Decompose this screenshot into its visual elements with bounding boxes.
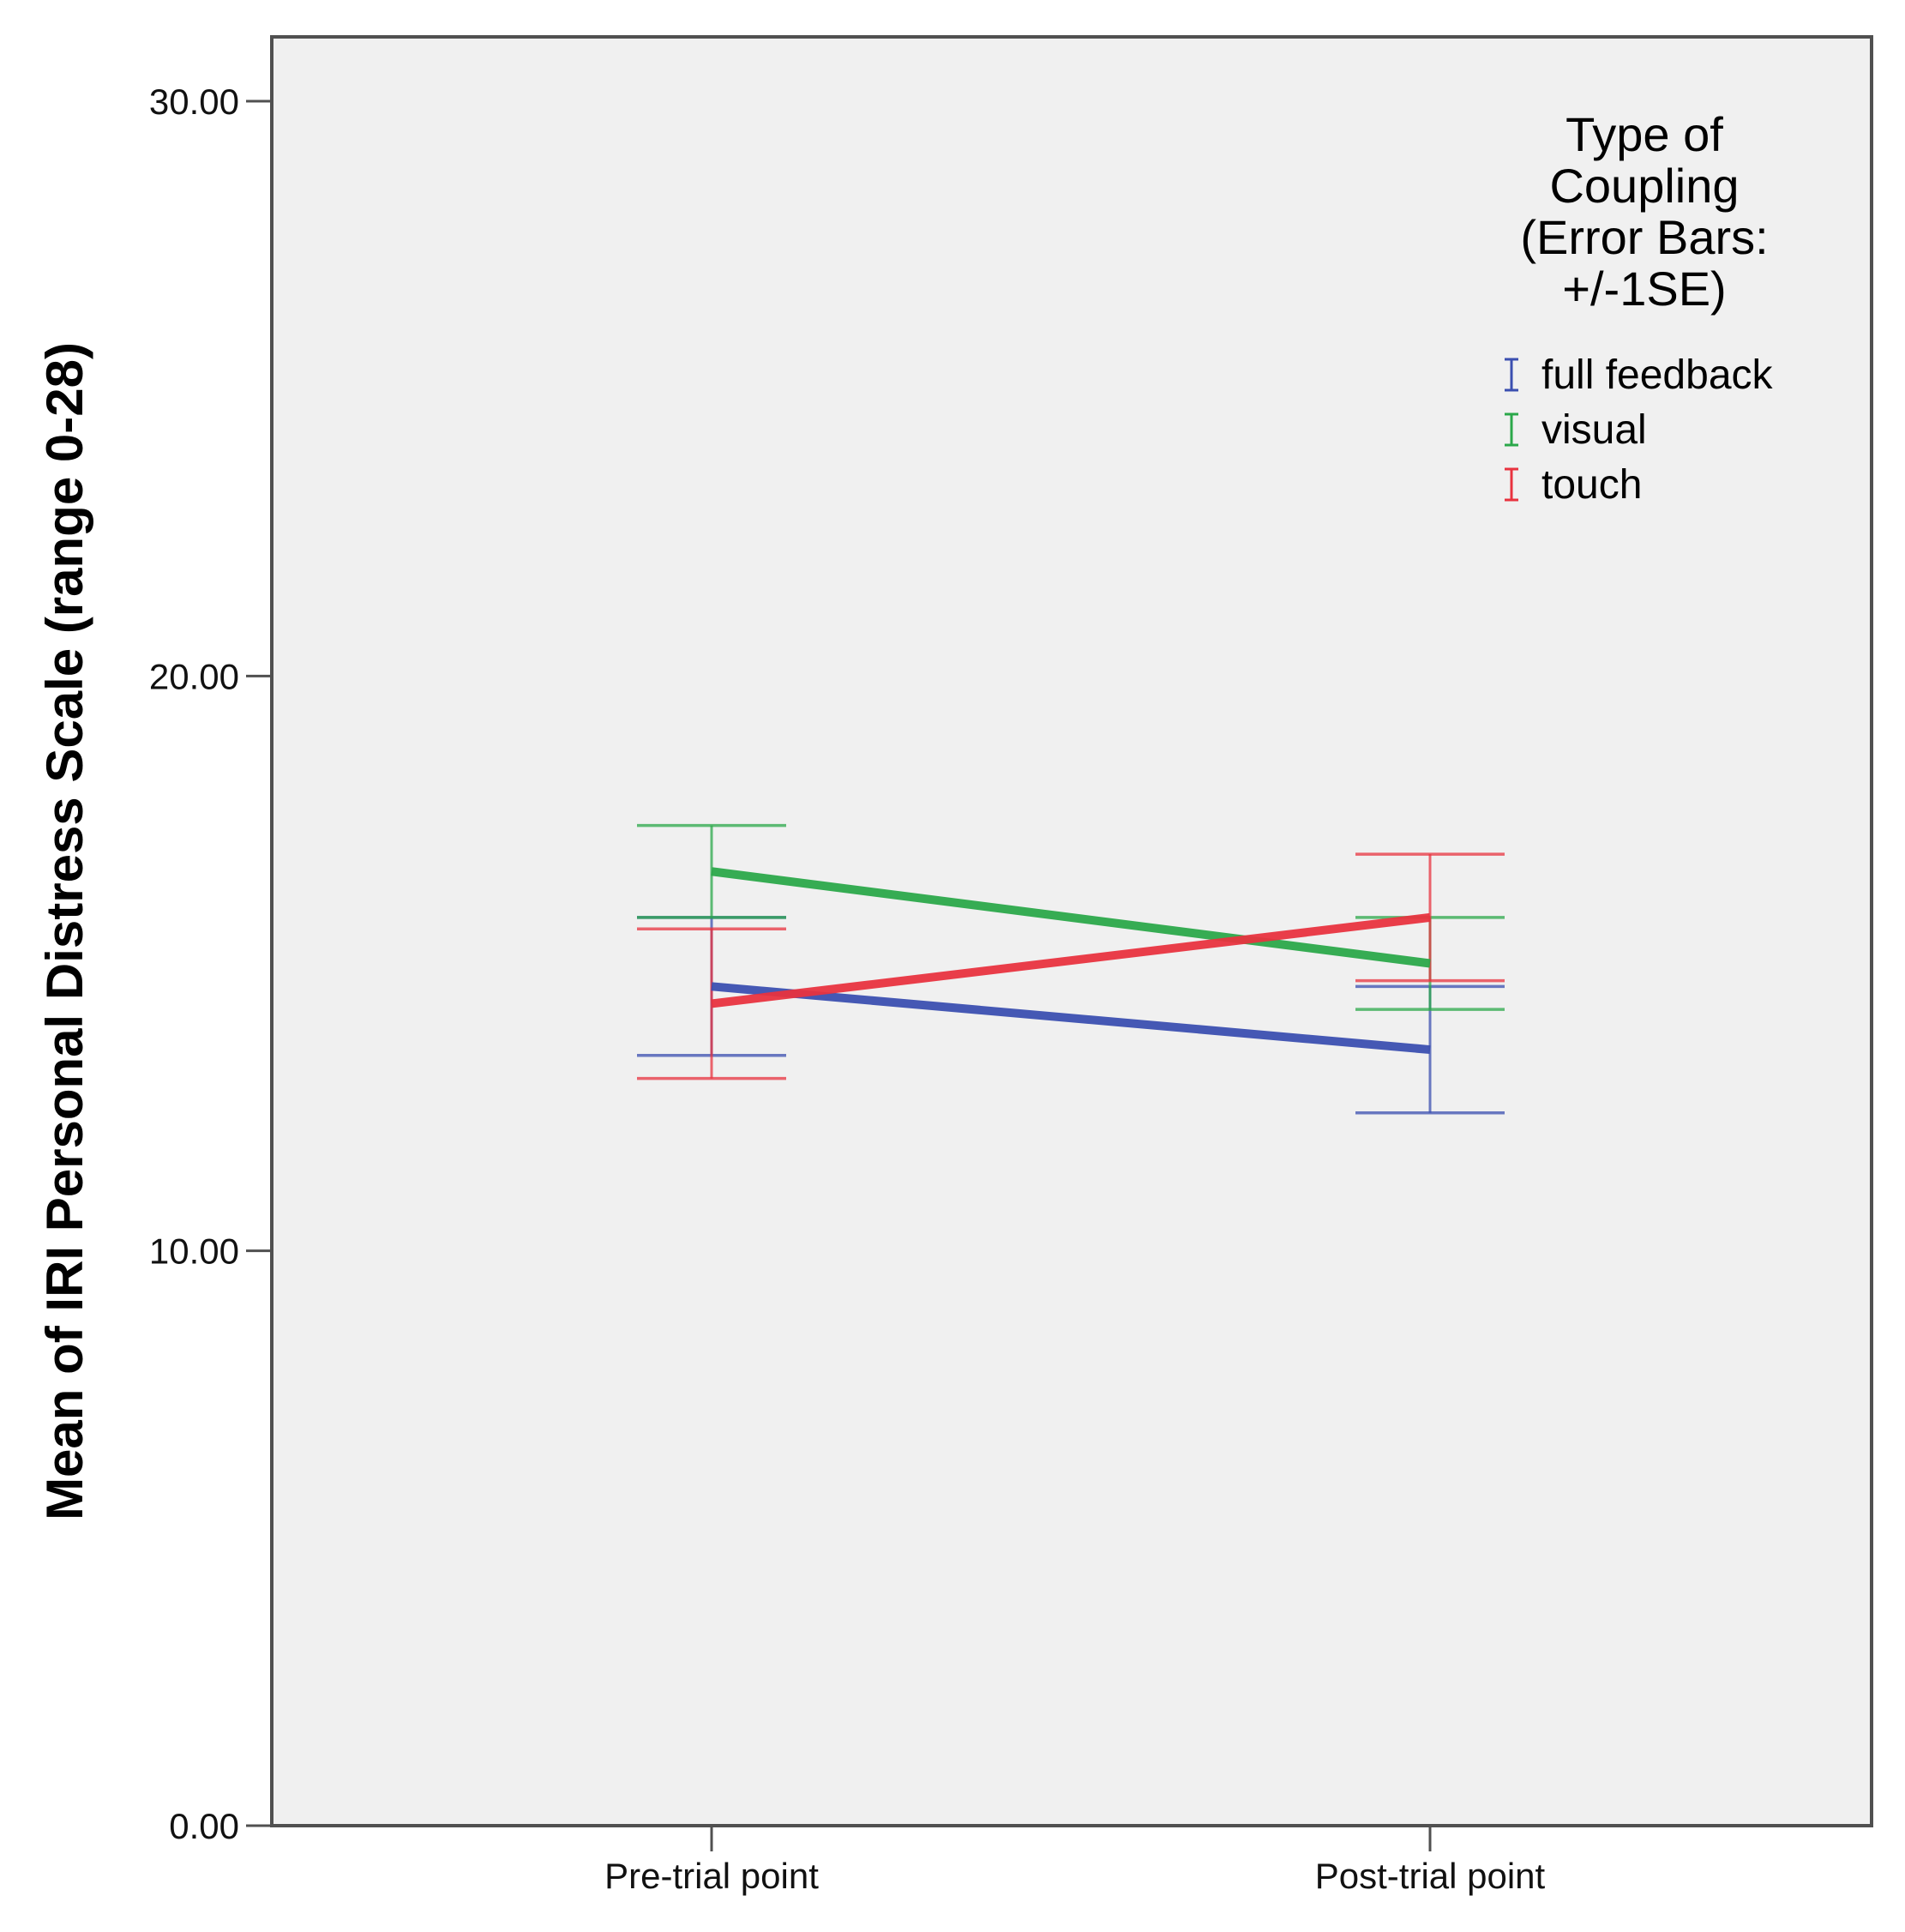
- legend-title-line: +/-1SE): [1562, 262, 1726, 316]
- legend-label: full feedback: [1541, 352, 1774, 398]
- legend-title-line: (Error Bars:: [1520, 210, 1768, 264]
- y-tick-label: 0.00: [169, 1806, 239, 1846]
- legend-label: visual: [1541, 407, 1647, 453]
- y-axis: 0.00 10.00 20.00 30.00: [149, 81, 272, 1846]
- legend-title-line: Coupling: [1549, 159, 1739, 213]
- series-line: [711, 982, 1431, 1055]
- legend-item: visual: [1505, 407, 1647, 453]
- legend-label: touch: [1541, 462, 1642, 508]
- x-tick-label: Pre-trial point: [604, 1856, 819, 1896]
- legend-title-line: Type of: [1565, 107, 1723, 161]
- y-tick-label: 20.00: [149, 656, 239, 696]
- plot-area: [270, 35, 1873, 1827]
- series-layer: [637, 823, 1505, 1115]
- series-line: [711, 912, 1431, 1008]
- x-tick-label: Post-trial point: [1315, 1856, 1546, 1896]
- y-axis-title: Mean of IRI Personal Distress Scale (ran…: [36, 342, 93, 1520]
- series-visual: [637, 823, 1505, 1011]
- legend-item: touch: [1505, 462, 1642, 508]
- y-tick-label: 30.00: [149, 81, 239, 122]
- y-tick-label: 10.00: [149, 1231, 239, 1272]
- x-axis: Pre-trial point Post-trial point: [604, 1826, 1546, 1896]
- legend-item: full feedback: [1505, 352, 1774, 398]
- series-line: [711, 867, 1431, 968]
